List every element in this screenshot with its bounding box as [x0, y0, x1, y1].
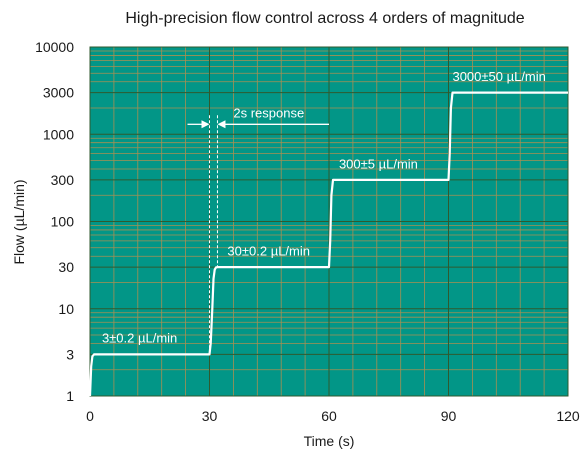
flow-series-line — [88, 91, 568, 397]
y-tick-label: 10 — [58, 301, 74, 317]
annotations: 3±0.2 µL/min 30±0.2 µL/min 300±5 µL/min 300… — [102, 69, 546, 345]
annotation-label: 300±5 µL/min — [339, 156, 418, 171]
annotation-label: 2s response — [233, 105, 304, 120]
y-tick-label: 1000 — [43, 126, 74, 142]
y-tick-label: 3 — [66, 346, 74, 362]
y-tick-label: 10000 — [35, 39, 74, 55]
chart-title: High-precision flow control across 4 ord… — [125, 10, 524, 27]
x-axis-ticks: 0 30 60 90 120 — [86, 408, 580, 424]
plot-border — [89, 46, 569, 397]
y-tick-label: 3000 — [43, 85, 74, 101]
annotation-label: 3000±50 µL/min — [452, 69, 545, 84]
y-tick-label: 300 — [51, 172, 75, 188]
y-axis-ticks: 1 3 10 30 100 300 1000 3000 10000 — [35, 39, 74, 404]
annotation-label: 30±0.2 µL/min — [227, 243, 310, 258]
response-arrow-left-head — [201, 120, 210, 129]
y-axis-title: Flow (µL/min) — [11, 179, 27, 264]
x-axis-title: Time (s) — [304, 433, 355, 449]
y-tick-label: 30 — [58, 259, 74, 275]
x-tick-label: 0 — [86, 408, 94, 424]
x-tick-label: 90 — [441, 408, 457, 424]
response-time-markers — [187, 115, 329, 355]
x-tick-label: 120 — [556, 408, 580, 424]
x-tick-label: 30 — [202, 408, 218, 424]
response-arrow-right-head — [217, 120, 226, 129]
annotation-label: 3±0.2 µL/min — [102, 331, 177, 346]
x-tick-label: 60 — [321, 408, 337, 424]
y-tick-label: 1 — [66, 388, 74, 404]
y-tick-label: 100 — [51, 214, 75, 230]
